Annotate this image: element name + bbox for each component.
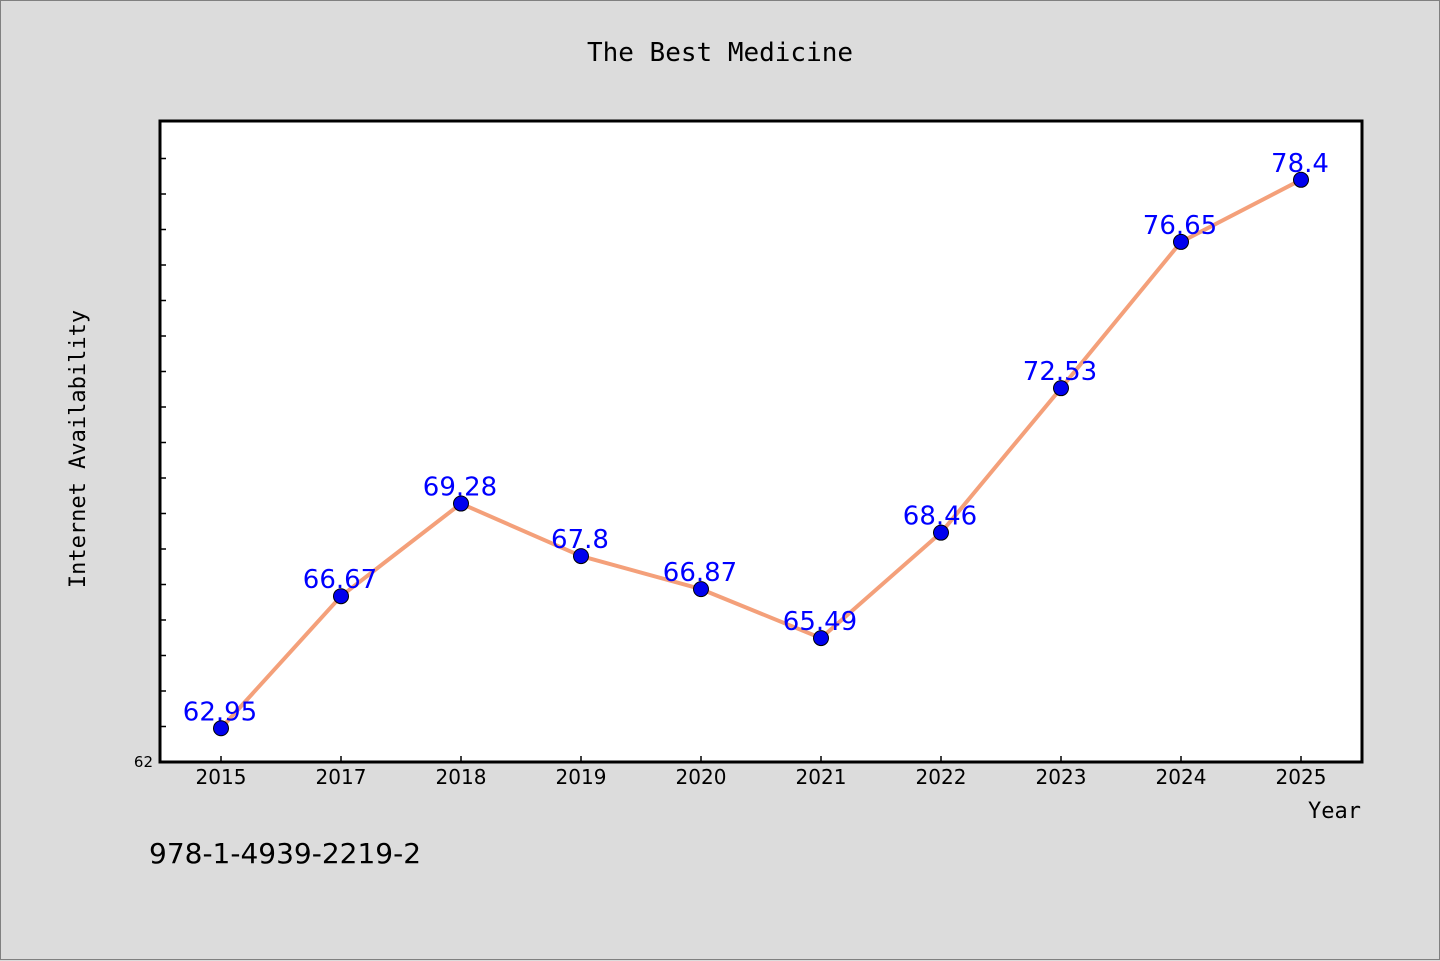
series-line-group — [219, 177, 1303, 731]
x-axis-ticks — [220, 756, 1302, 762]
data-point — [333, 588, 349, 605]
data-point — [693, 581, 709, 598]
data-label: 66.87 — [663, 558, 737, 588]
data-point — [933, 524, 949, 541]
x-tick-label: 2020 — [676, 765, 727, 789]
data-point — [1053, 380, 1069, 397]
isbn-text: 978-1-4939-2219-2 — [149, 837, 421, 870]
x-tick-label: 2024 — [1156, 765, 1207, 789]
data-label: 68.46 — [903, 502, 977, 532]
x-tick-label: 2019 — [556, 765, 607, 789]
data-point — [813, 630, 829, 647]
x-axis-label: Year — [1308, 799, 1361, 824]
data-label: 76.65 — [1143, 211, 1217, 241]
data-label: 78.4 — [1271, 149, 1329, 179]
data-point — [213, 720, 229, 737]
data-labels-group: 62.95 66.67 69.28 67.8 66.87 65.49 68.46 72.53 7… — [183, 149, 1329, 727]
plot-area — [158, 119, 1364, 764]
x-tick-label: 2022 — [916, 765, 967, 789]
x-tick-label: 2018 — [436, 765, 487, 789]
data-point — [1293, 171, 1309, 188]
chart-title: The Best Medicine — [587, 38, 853, 68]
x-tick-label: 2023 — [1036, 765, 1087, 789]
data-label: 72.53 — [1023, 357, 1097, 387]
series-line — [219, 177, 1303, 731]
data-label: 67.8 — [551, 525, 609, 555]
x-tick-label: 2015 — [196, 765, 247, 789]
data-point — [1173, 233, 1189, 250]
x-tick-label: 2025 — [1276, 765, 1327, 789]
x-axis-tick-labels: 2015 2017 2018 2019 2020 2021 2022 2023 2024 2025 — [196, 765, 1327, 789]
y-axis-ticks — [160, 157, 166, 728]
series-markers-group — [213, 171, 1309, 737]
data-point — [573, 548, 589, 565]
y-tick-label-62: 62 — [134, 753, 153, 771]
y-axis-label: Internet Availability — [66, 310, 91, 588]
data-label: 66.67 — [303, 565, 377, 595]
data-label: 69.28 — [423, 473, 497, 503]
data-point — [453, 495, 469, 512]
data-label: 65.49 — [783, 607, 857, 637]
x-tick-label: 2021 — [796, 765, 847, 789]
data-label: 62.95 — [183, 697, 257, 727]
x-tick-label: 2017 — [316, 765, 367, 789]
